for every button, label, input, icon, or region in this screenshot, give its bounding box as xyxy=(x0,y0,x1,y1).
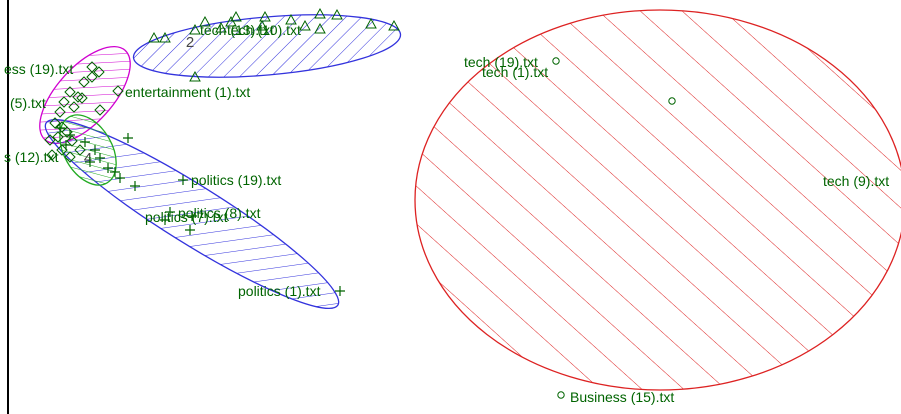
diamond-point-marker xyxy=(68,101,80,113)
diamond-point-marker xyxy=(56,144,68,156)
plus-point-marker xyxy=(130,181,140,191)
triangle-point-marker xyxy=(189,23,201,35)
triangle-point-marker xyxy=(148,31,160,43)
point-label: ess (19).txt xyxy=(4,61,73,77)
diamond-point-marker xyxy=(112,85,124,97)
plus-point-marker xyxy=(103,163,113,173)
circle-point-marker xyxy=(668,97,676,105)
diamond-point-marker xyxy=(64,86,76,98)
triangle-point-marker xyxy=(388,19,400,31)
point-label: entertainment (1).txt xyxy=(125,84,250,100)
diamond-point-marker xyxy=(74,144,86,156)
cluster-number-label: 4 xyxy=(84,150,92,167)
diamond-point-marker xyxy=(78,76,90,88)
point-label: tech (13).txt xyxy=(200,22,274,38)
triangle-point-marker xyxy=(199,15,211,27)
triangle-point-marker xyxy=(259,10,271,22)
point-label: tech (1).txt xyxy=(482,64,548,80)
point-label: tech (9).txt xyxy=(823,173,889,189)
diamond-point-marker xyxy=(76,92,88,104)
diamond-point-marker xyxy=(66,135,78,147)
plus-point-marker xyxy=(65,130,75,140)
point-label: (5).txt xyxy=(10,95,46,111)
point-label: politics (19).txt xyxy=(191,172,281,188)
plus-point-marker xyxy=(61,140,71,150)
plus-point-marker xyxy=(187,211,197,221)
point-label: tech (10).txt xyxy=(227,22,301,38)
plus-point-marker xyxy=(110,167,120,177)
plus-point-marker xyxy=(90,145,100,155)
triangle-point-marker xyxy=(285,13,297,25)
triangle-point-marker xyxy=(159,31,171,43)
point-label: s (12).txt xyxy=(4,149,59,165)
plus-point-marker xyxy=(165,207,175,217)
plus-point-marker xyxy=(95,153,105,163)
triangle-point-marker xyxy=(365,17,377,29)
point-label: politics (1).txt xyxy=(238,283,321,299)
plus-point-marker xyxy=(85,157,95,167)
point-label: Business (15).txt xyxy=(570,389,674,405)
plus-point-marker xyxy=(335,286,345,296)
point-label: tech (19).txt xyxy=(464,54,538,70)
point-label: politics (7).txt xyxy=(145,209,228,225)
diamond-point-marker xyxy=(72,91,84,103)
plus-point-marker xyxy=(185,225,195,235)
triangle-point-marker xyxy=(331,8,343,20)
diamond-point-marker xyxy=(94,104,106,116)
triangle-point-marker xyxy=(230,10,242,22)
plus-point-marker xyxy=(115,173,125,183)
cluster-2-ellipse xyxy=(132,14,402,78)
plus-point-marker xyxy=(178,175,188,185)
diamond-point-marker xyxy=(93,66,105,78)
diamond-point-marker xyxy=(86,71,98,83)
diamond-point-marker xyxy=(64,151,76,163)
triangle-point-marker xyxy=(299,19,311,31)
plus-point-marker xyxy=(160,215,170,225)
diamond-point-marker xyxy=(52,131,64,143)
diamond-point-marker xyxy=(58,96,70,108)
plus-point-marker xyxy=(80,137,90,147)
triangle-point-marker xyxy=(256,19,268,31)
triangle-point-marker xyxy=(314,22,326,34)
cluster-4-ellipse xyxy=(59,114,117,186)
point-label: politics (8).txt xyxy=(178,205,261,221)
circle-point-marker xyxy=(552,57,560,65)
diamond-point-marker xyxy=(54,106,66,118)
diamond-point-marker xyxy=(44,134,56,146)
plus-point-marker xyxy=(55,123,65,133)
cluster-1-ellipse xyxy=(414,9,901,391)
triangle-point-marker xyxy=(189,70,201,82)
diamond-point-marker xyxy=(46,149,58,161)
cluster-number-label: 2 xyxy=(186,34,194,51)
triangle-point-marker xyxy=(215,21,227,33)
circle-point-marker xyxy=(557,391,565,399)
plus-point-marker xyxy=(123,133,133,143)
triangle-point-marker xyxy=(314,7,326,19)
